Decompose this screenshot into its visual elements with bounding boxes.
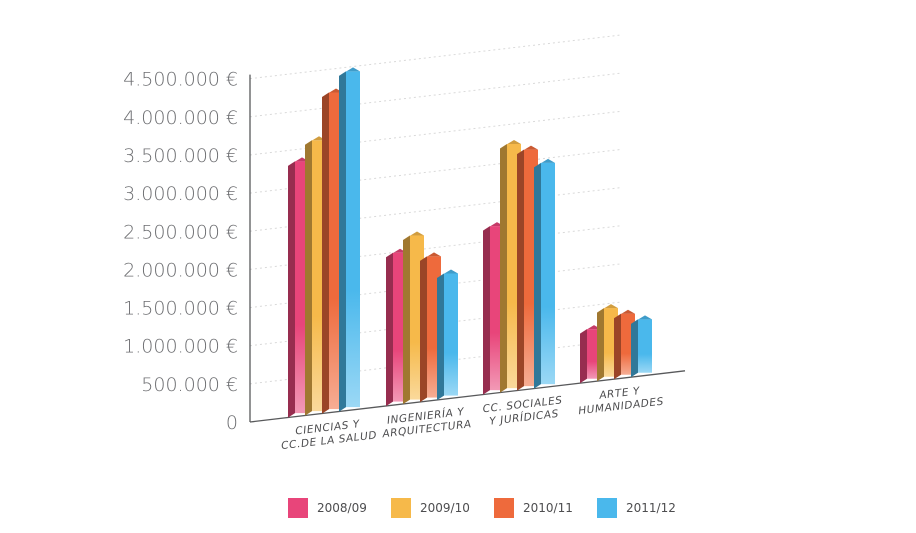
bar-top [580, 325, 601, 334]
bar-side [597, 308, 604, 382]
legend-swatch [288, 498, 308, 518]
bar-front [638, 319, 652, 373]
bar-side [322, 92, 329, 414]
legend-item: 2011/12 [597, 498, 700, 518]
y-axis-ticks: 0 500.000 € 1.000.000 € 1.500.000 € 2.000.00… [123, 69, 238, 434]
legend-item: 2009/10 [391, 498, 494, 518]
legend-label: 2010/11 [523, 501, 573, 515]
bar-top [305, 136, 326, 145]
bar-side [305, 140, 312, 416]
bar-top [386, 248, 407, 258]
legend-swatch [391, 498, 411, 518]
bar-top [500, 140, 521, 149]
y-tick-label: 4.000.000 € [123, 107, 238, 129]
bar-side [517, 149, 524, 391]
y-tick-label: 500.000 € [141, 374, 238, 396]
bar [339, 67, 360, 412]
bar-front [444, 273, 458, 396]
y-tick-label: 1.500.000 € [123, 298, 238, 320]
grid-line [249, 149, 621, 194]
category-label: CC. SOCIALESY JURÍDICAS [482, 394, 565, 428]
bar-front [541, 162, 555, 385]
y-tick-label: 4.500.000 € [123, 69, 238, 91]
bar-top [339, 67, 360, 76]
bar-top [403, 231, 424, 241]
bar-side [403, 235, 410, 405]
y-tick-label: 0 [226, 412, 238, 434]
y-tick-label: 3.000.000 € [123, 183, 238, 205]
bar-side [386, 252, 393, 407]
legend-item: 2008/09 [288, 498, 391, 518]
legend-swatch [494, 498, 514, 518]
bar-top [614, 309, 635, 319]
bar-front [346, 71, 360, 408]
bar-top [631, 315, 652, 324]
bar-side [288, 161, 295, 418]
y-tick-label: 2.500.000 € [123, 221, 238, 243]
bar-side [534, 162, 541, 389]
legend-label: 2011/12 [626, 501, 676, 515]
grid-line [249, 110, 621, 156]
bar [534, 158, 555, 389]
legend-item: 2010/11 [494, 498, 597, 518]
bar [631, 315, 652, 378]
bar-side [483, 226, 490, 395]
bar-top [597, 304, 618, 313]
bar-top [437, 269, 458, 278]
bar-side [500, 144, 507, 393]
bar-top [288, 157, 309, 166]
bar-side [580, 329, 587, 384]
y-tick-label: 2.000.000 € [123, 259, 238, 281]
grid-line [249, 34, 621, 80]
category-label: CIENCIAS YCC.DE LA SALUD [279, 416, 378, 452]
grid-line [249, 225, 621, 270]
bar-top [483, 222, 504, 231]
grid-line [249, 72, 621, 118]
y-tick-label: 3.500.000 € [123, 145, 238, 167]
bar-side [339, 71, 346, 412]
legend-swatch [597, 498, 617, 518]
x-axis-line [249, 370, 686, 423]
bar-top [517, 145, 538, 155]
category-label: ARTE YHUMANIDADES [576, 383, 664, 418]
grid-line [249, 187, 621, 232]
category-label: INGENIERÍA YARQUITECTURA [379, 404, 472, 440]
legend-label: 2009/10 [420, 501, 470, 515]
bar-top [322, 88, 343, 97]
y-tick-label: 1.000.000 € [123, 336, 238, 358]
bar-top [420, 252, 441, 261]
bar [437, 269, 458, 401]
legend: 2008/09 2009/10 2010/11 2011/12 [288, 498, 700, 518]
bar-side [614, 313, 621, 380]
legend-label: 2008/09 [317, 501, 367, 515]
bar-side [437, 273, 444, 401]
bar-top [534, 158, 555, 168]
bars [288, 67, 652, 418]
bar-side [631, 319, 638, 378]
bar-side [420, 256, 427, 403]
axes [249, 74, 686, 423]
